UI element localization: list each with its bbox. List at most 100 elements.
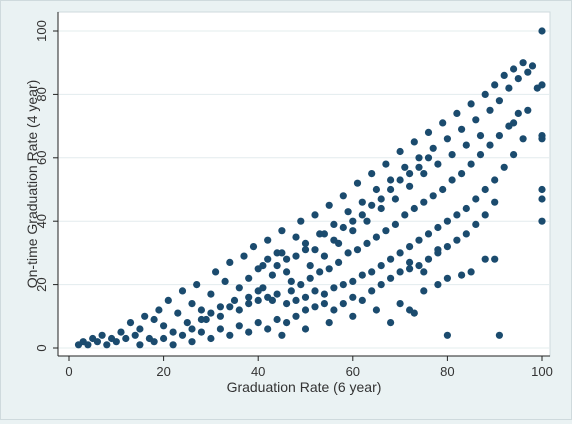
scatter-point bbox=[117, 328, 125, 336]
scatter-point bbox=[495, 97, 503, 105]
scatter-point bbox=[325, 201, 333, 209]
scatter-point bbox=[226, 258, 234, 266]
scatter-point bbox=[434, 246, 442, 254]
scatter-point bbox=[226, 331, 234, 339]
scatter-point bbox=[538, 195, 546, 203]
scatter-point bbox=[439, 119, 447, 127]
scatter-point bbox=[491, 198, 499, 206]
scatter-point bbox=[509, 119, 518, 127]
scatter-point bbox=[164, 296, 172, 304]
scatter-point bbox=[268, 271, 276, 279]
scatter-point bbox=[415, 154, 423, 162]
scatter-point bbox=[188, 300, 196, 308]
scatter-point bbox=[311, 303, 319, 311]
scatter-point bbox=[297, 217, 305, 225]
scatter-point bbox=[424, 255, 433, 263]
scatter-point bbox=[453, 211, 461, 219]
scatter-point bbox=[368, 201, 376, 209]
scatter-point bbox=[160, 322, 168, 330]
scatter-point bbox=[178, 331, 187, 339]
scatter-point bbox=[377, 281, 385, 289]
scatter-point bbox=[306, 274, 314, 282]
scatter-point bbox=[458, 170, 466, 178]
scatter-point bbox=[339, 281, 347, 289]
scatter-point bbox=[207, 334, 215, 343]
y-axis-label: On-time Graduation Rate (4 year) bbox=[24, 80, 40, 289]
scatter-point bbox=[420, 198, 428, 206]
scatter-point bbox=[396, 300, 404, 308]
scatter-point bbox=[188, 325, 196, 333]
scatter-point bbox=[420, 170, 428, 178]
scatter-point bbox=[84, 341, 92, 349]
scatter-point bbox=[462, 141, 470, 149]
scatter-point bbox=[183, 319, 191, 327]
scatter-point bbox=[297, 281, 305, 289]
scatter-point bbox=[301, 246, 310, 254]
scatter-point bbox=[481, 185, 489, 194]
scatter-point bbox=[98, 331, 106, 339]
scatter-point bbox=[415, 236, 423, 244]
scatter-point bbox=[372, 306, 380, 314]
scatter-point bbox=[491, 176, 499, 184]
scatter-point bbox=[472, 116, 480, 124]
scatter-point bbox=[505, 84, 513, 92]
scatter-point bbox=[396, 147, 404, 156]
scatter-point bbox=[443, 135, 451, 143]
scatter-point bbox=[335, 258, 343, 266]
scatter-point bbox=[353, 246, 362, 254]
scatter-point bbox=[230, 296, 239, 304]
scatter-point bbox=[245, 274, 253, 282]
x-axis: 0 20 40 60 80 100 bbox=[58, 355, 553, 379]
scatter-point bbox=[358, 198, 366, 206]
y-tick-label: 80 bbox=[34, 87, 49, 101]
scatter-point bbox=[311, 287, 319, 295]
scatter-point bbox=[377, 195, 385, 203]
scatter-point bbox=[320, 300, 328, 308]
scatter-point bbox=[169, 341, 177, 349]
scatter-point bbox=[264, 236, 272, 244]
scatter-point bbox=[358, 271, 366, 279]
scatter-point bbox=[406, 243, 414, 251]
scatter-point bbox=[339, 300, 347, 308]
scatter-point bbox=[249, 243, 258, 251]
scatter-point bbox=[283, 300, 291, 308]
scatter-point bbox=[216, 325, 224, 333]
scatter-point bbox=[467, 100, 475, 108]
scatter-point bbox=[476, 151, 485, 159]
scatter-point bbox=[197, 328, 205, 336]
scatter-point bbox=[245, 293, 253, 301]
scatter-point bbox=[197, 306, 205, 314]
scatter-point bbox=[495, 132, 503, 140]
scatter-point bbox=[292, 252, 300, 260]
scatter-point bbox=[216, 312, 224, 320]
scatter-point bbox=[306, 262, 314, 270]
plot-area bbox=[57, 11, 551, 357]
scatter-point bbox=[448, 151, 456, 159]
scatter-point bbox=[235, 306, 243, 314]
scatter-point bbox=[193, 281, 201, 289]
scatter-point bbox=[538, 81, 546, 89]
scatter-point bbox=[387, 176, 395, 184]
scatter-point bbox=[429, 144, 437, 152]
scatter-point bbox=[235, 284, 243, 292]
scatter-point bbox=[406, 265, 414, 273]
scatter-point bbox=[131, 331, 139, 339]
scatter-point bbox=[538, 27, 546, 35]
scatter-point bbox=[330, 306, 338, 314]
y-tick-label: 100 bbox=[34, 20, 49, 42]
scatter-point bbox=[462, 230, 470, 238]
scatter-point bbox=[330, 236, 338, 244]
scatter-point bbox=[188, 338, 196, 346]
scatter-point bbox=[443, 331, 451, 339]
scatter-point bbox=[160, 334, 168, 343]
scatter-point bbox=[434, 281, 442, 289]
scatter-point bbox=[434, 160, 442, 168]
scatter-point bbox=[462, 204, 470, 213]
scatter-point bbox=[235, 322, 243, 330]
scatter-point bbox=[424, 128, 433, 136]
scatter-point bbox=[424, 154, 433, 162]
scatter-point bbox=[458, 271, 466, 279]
scatter-point bbox=[344, 208, 352, 216]
scatter-point bbox=[415, 163, 423, 171]
y-tick-label: 20 bbox=[34, 277, 49, 291]
